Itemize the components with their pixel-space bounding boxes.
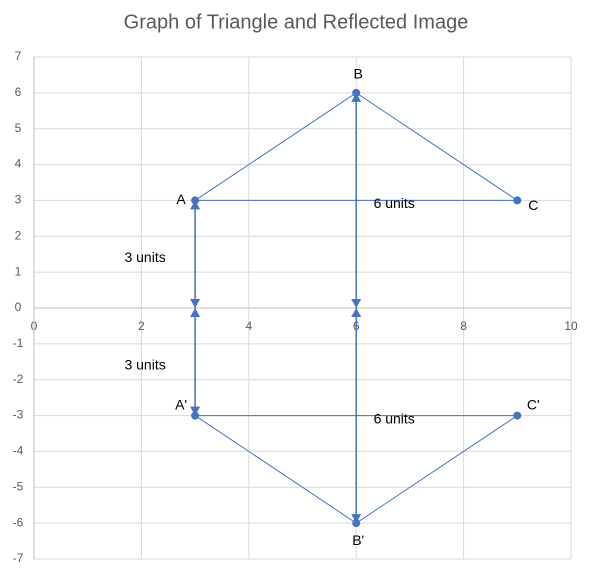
point: [513, 411, 522, 420]
arrow-label: 6 units: [374, 195, 415, 211]
x-tick-label: 10: [564, 319, 578, 333]
point-label: A: [176, 191, 186, 207]
x-tick-label: 8: [460, 319, 467, 333]
x-tick-label: 2: [138, 319, 145, 333]
y-tick-label: 1: [15, 264, 22, 278]
y-tick-label: -2: [13, 372, 24, 386]
point-label: B: [354, 66, 363, 82]
y-tick-label: 3: [15, 193, 22, 207]
y-tick-label: 5: [15, 121, 22, 135]
y-tick-label: -4: [13, 444, 24, 458]
arrow-head: [351, 514, 362, 524]
point: [513, 196, 522, 205]
point-label: A': [175, 396, 187, 412]
arrow-head: [351, 308, 362, 317]
y-tick-label: 6: [15, 85, 22, 99]
point-label: C: [528, 197, 538, 213]
y-tick-label: 2: [15, 228, 22, 242]
arrow-head: [190, 299, 201, 308]
y-tick-label: 4: [15, 157, 22, 171]
y-tick-label: 7: [15, 49, 22, 63]
arrow-head: [351, 92, 362, 102]
y-tick-label: -5: [13, 479, 24, 493]
chart-title: Graph of Triangle and Reflected Image: [124, 11, 469, 33]
arrow-label: 6 units: [374, 410, 415, 426]
y-tick-label: -1: [13, 336, 24, 350]
arrow-label: 3 units: [124, 356, 165, 372]
arrow-label: 3 units: [124, 249, 165, 265]
y-tick-label: -6: [13, 515, 24, 529]
point-label: C': [527, 396, 540, 412]
arrow-head: [190, 200, 201, 210]
x-tick-label: 4: [245, 319, 252, 333]
arrow-head: [351, 299, 362, 308]
arrow-head: [190, 406, 201, 416]
y-tick-label: 0: [15, 300, 22, 314]
y-tick-label: -3: [13, 408, 24, 422]
y-tick-label: -7: [13, 551, 24, 565]
arrow-head: [190, 308, 201, 317]
point-label: B': [352, 532, 364, 548]
